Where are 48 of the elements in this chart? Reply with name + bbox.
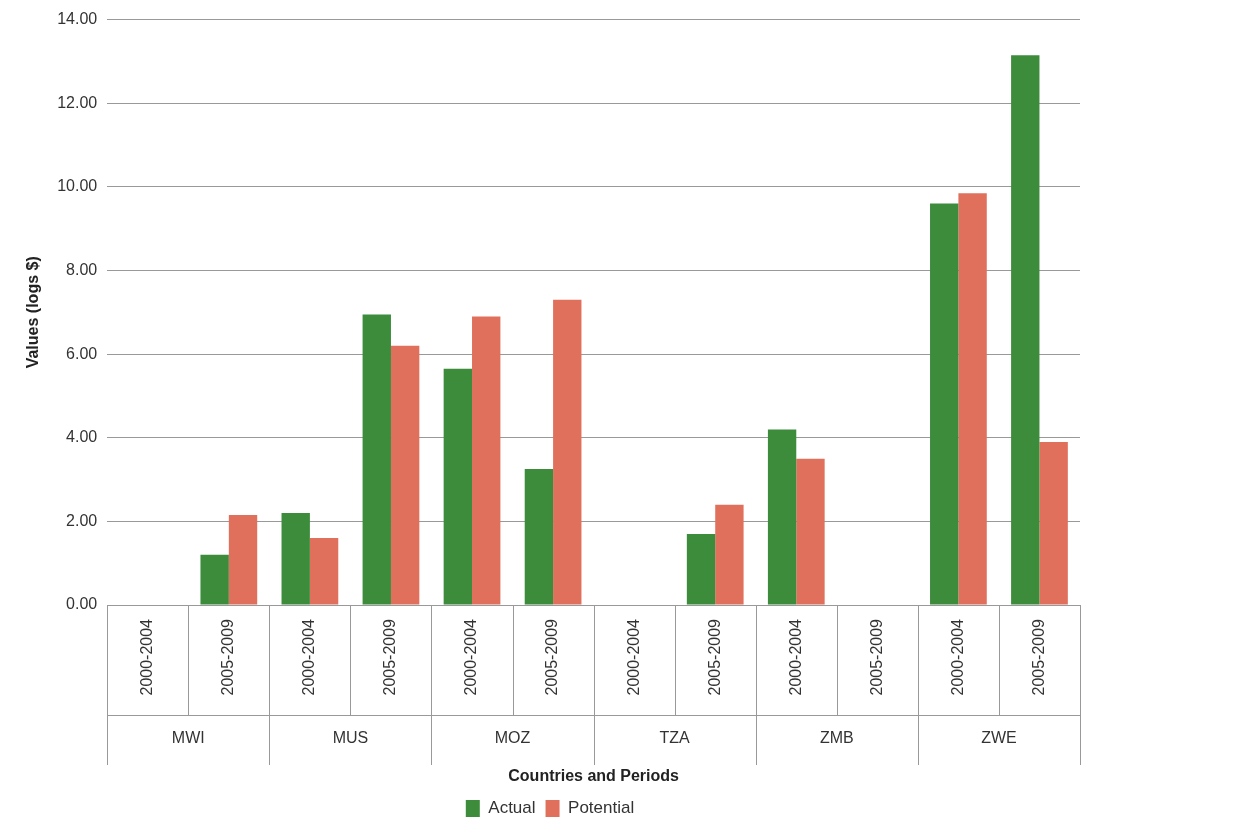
bar [715, 504, 744, 605]
text: MOZ [494, 729, 531, 747]
bar [553, 299, 582, 605]
y-tick-label: 8.00 [66, 260, 98, 278]
bar [309, 538, 339, 605]
y-axis-title: Values (logs $) [24, 256, 42, 369]
bar [1011, 55, 1040, 605]
legend-label: Potential [568, 798, 635, 818]
x-tick-label: 2000-2004 [462, 618, 480, 696]
y-tick-label: 6.00 [66, 344, 98, 362]
bar [796, 458, 825, 605]
bar [930, 203, 959, 605]
bar [228, 515, 258, 605]
y-tick-label: 14.00 [57, 10, 98, 28]
x-tick-label: 2000-2004 [300, 618, 318, 696]
text: ZMB [819, 729, 854, 747]
text: TZA [659, 729, 691, 747]
bar [767, 429, 797, 605]
x-tick-label: 2005-2009 [867, 618, 885, 696]
x-tick-label: 2005-2009 [705, 618, 723, 696]
x-tick-label: 2000-2004 [138, 618, 156, 696]
bar [443, 368, 473, 605]
bar [472, 316, 501, 605]
text: MUS [332, 729, 369, 747]
bar [362, 314, 391, 605]
x-tick-label: 2000-2004 [624, 618, 642, 696]
text: ZWE [981, 729, 1017, 747]
bar [686, 533, 716, 605]
y-tick-label: 4.00 [66, 428, 98, 446]
x-tick-label: 2000-2004 [786, 618, 804, 696]
legend-label: Actual [488, 798, 536, 818]
y-tick-label: 0.00 [66, 595, 98, 613]
bar [390, 345, 420, 605]
y-tick-label: 2.00 [66, 511, 98, 529]
x-tick-label: 2005-2009 [1029, 618, 1047, 696]
x-tick-label: 2005-2009 [219, 618, 237, 696]
x-tick-label: 2000-2004 [948, 618, 966, 696]
y-tick-label: 10.00 [57, 177, 98, 195]
bar [1039, 441, 1068, 605]
bar [281, 513, 310, 605]
bar [524, 469, 554, 605]
bar [958, 193, 987, 605]
text: MWI [171, 729, 205, 747]
bar [200, 554, 229, 605]
x-tick-label: 2005-2009 [543, 618, 561, 696]
x-axis-title: Countries and Periods [508, 767, 680, 785]
y-tick-label: 12.00 [57, 93, 98, 111]
x-tick-label: 2005-2009 [381, 618, 399, 696]
